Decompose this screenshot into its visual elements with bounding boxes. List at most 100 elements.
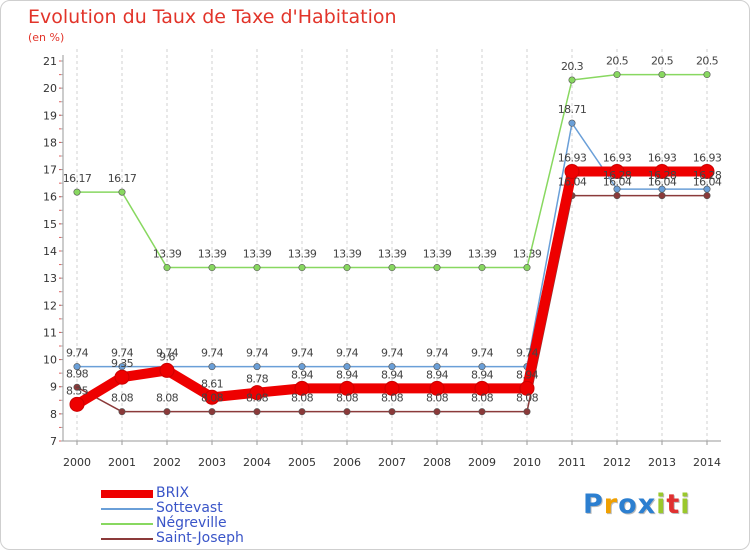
data-label-sottevast-2014: 16.28 <box>693 169 722 182</box>
data-label-n-greville-2001: 16.17 <box>108 172 137 185</box>
data-label-sottevast-2007: 9.74 <box>381 347 404 360</box>
data-point-brix-2003 <box>204 389 220 405</box>
data-label-brix-2013: 16.93 <box>648 151 677 164</box>
data-label-saint-joseph-2013: 16.04 <box>648 176 677 189</box>
data-point-saint-joseph-2004 <box>253 408 261 416</box>
data-label-n-greville-2014: 20.5 <box>696 55 719 68</box>
data-label-n-greville-2013: 20.5 <box>651 55 674 68</box>
legend-swatch-saint-joseph <box>101 538 153 540</box>
data-point-sottevast-2006 <box>343 363 351 371</box>
legend-label-brix: BRIX <box>156 485 190 501</box>
logo-letter: P <box>583 489 604 520</box>
data-point-sottevast-2009 <box>478 363 486 371</box>
data-label-n-greville-2010: 13.39 <box>513 248 542 261</box>
data-point-saint-joseph-2000 <box>73 383 81 391</box>
data-label-sottevast-2011: 18.71 <box>558 103 587 116</box>
y-axis-unit-label: (en %) <box>28 31 65 44</box>
data-label-saint-joseph-2011: 16.04 <box>558 176 587 189</box>
data-point-sottevast-2004 <box>253 363 261 371</box>
data-label-sottevast-2004: 9.74 <box>246 347 269 360</box>
data-label-brix-2008: 8.94 <box>426 368 449 381</box>
data-label-sottevast-2002: 9.74 <box>156 347 179 360</box>
data-point-n-greville-2008 <box>433 264 441 272</box>
data-point-n-greville-2013 <box>658 71 666 79</box>
data-point-brix-2008 <box>429 380 445 396</box>
y-tick-label-18: 18 <box>43 136 57 149</box>
data-label-saint-joseph-2008: 8.08 <box>426 392 449 405</box>
data-point-n-greville-2000 <box>73 188 81 196</box>
data-point-brix-2012 <box>609 163 625 179</box>
data-label-brix-2000: 8.35 <box>66 384 89 397</box>
data-label-n-greville-2007: 13.39 <box>378 248 407 261</box>
y-tick-label-21: 21 <box>43 55 57 68</box>
data-label-brix-2005: 8.94 <box>291 368 314 381</box>
data-point-saint-joseph-2013 <box>658 192 666 200</box>
data-label-brix-2003: 8.61 <box>201 377 223 390</box>
x-tick-label-2013: 2013 <box>648 456 676 469</box>
data-point-brix-2001 <box>114 369 130 385</box>
x-tick-label-2006: 2006 <box>333 456 361 469</box>
data-label-n-greville-2009: 13.39 <box>468 248 497 261</box>
x-tick-label-2000: 2000 <box>63 456 91 469</box>
x-tick-label-2011: 2011 <box>558 456 586 469</box>
data-label-n-greville-2006: 13.39 <box>333 248 362 261</box>
data-label-saint-joseph-2003: 8.08 <box>201 392 224 405</box>
data-point-saint-joseph-2012 <box>613 192 621 200</box>
data-point-sottevast-2000 <box>73 363 81 371</box>
legend-label-saint-joseph: Saint-Joseph <box>156 530 244 546</box>
data-point-n-greville-2002 <box>163 264 171 272</box>
data-label-n-greville-2003: 13.39 <box>198 248 227 261</box>
chart-title: Evolution du Taux de Taxe d'Habitation <box>28 6 397 28</box>
data-point-brix-2009 <box>474 380 490 396</box>
data-label-saint-joseph-2014: 16.04 <box>693 176 722 189</box>
data-label-n-greville-2005: 13.39 <box>288 248 317 261</box>
x-tick-label-2007: 2007 <box>378 456 406 469</box>
data-point-n-greville-2005 <box>298 264 306 272</box>
y-tick-label-17: 17 <box>43 164 57 177</box>
data-point-brix-2007 <box>384 380 400 396</box>
data-label-sottevast-2001: 9.74 <box>111 347 134 360</box>
x-tick-label-2008: 2008 <box>423 456 451 469</box>
logo-letter: i <box>680 489 691 520</box>
data-point-brix-2011 <box>564 163 580 179</box>
data-label-saint-joseph-2000: 8.98 <box>66 367 89 380</box>
data-label-brix-2004: 8.78 <box>246 373 269 386</box>
logo-letter: t <box>666 489 681 520</box>
data-label-n-greville-2012: 20.5 <box>606 55 629 68</box>
data-point-brix-2002 <box>159 362 175 378</box>
data-label-saint-joseph-2009: 8.08 <box>471 392 494 405</box>
data-point-n-greville-2011 <box>568 76 576 84</box>
data-label-n-greville-2011: 20.3 <box>561 60 584 73</box>
data-label-brix-2010: 8.94 <box>516 368 539 381</box>
data-label-sottevast-2006: 9.74 <box>336 347 359 360</box>
data-label-brix-2009: 8.94 <box>471 368 494 381</box>
y-tick-label-10: 10 <box>43 354 57 367</box>
y-tick-label-19: 19 <box>43 109 57 122</box>
data-point-n-greville-2004 <box>253 264 261 272</box>
x-tick-label-2002: 2002 <box>153 456 181 469</box>
data-point-saint-joseph-2005 <box>298 408 306 416</box>
data-label-saint-joseph-2006: 8.08 <box>336 392 359 405</box>
data-label-saint-joseph-2001: 8.08 <box>111 392 134 405</box>
data-label-sottevast-2010: 9.74 <box>516 347 539 360</box>
proxiti-logo: Proxiti <box>583 489 691 520</box>
data-label-saint-joseph-2005: 8.08 <box>291 392 314 405</box>
data-point-brix-2010 <box>519 380 535 396</box>
y-tick-label-15: 15 <box>43 218 57 231</box>
data-point-n-greville-2009 <box>478 264 486 272</box>
logo-letter: r <box>603 489 619 520</box>
data-label-n-greville-2002: 13.39 <box>153 248 182 261</box>
data-label-brix-2007: 8.94 <box>381 368 404 381</box>
data-point-sottevast-2011 <box>568 119 576 127</box>
x-tick-label-2012: 2012 <box>603 456 631 469</box>
data-point-sottevast-2005 <box>298 363 306 371</box>
data-point-saint-joseph-2009 <box>478 408 486 416</box>
data-label-saint-joseph-2007: 8.08 <box>381 392 404 405</box>
data-point-brix-2006 <box>339 380 355 396</box>
data-point-brix-2004 <box>249 385 265 401</box>
data-point-saint-joseph-2008 <box>433 408 441 416</box>
x-tick-label-2004: 2004 <box>243 456 271 469</box>
data-label-brix-2011: 16.93 <box>558 151 587 164</box>
data-point-saint-joseph-2002 <box>163 408 171 416</box>
